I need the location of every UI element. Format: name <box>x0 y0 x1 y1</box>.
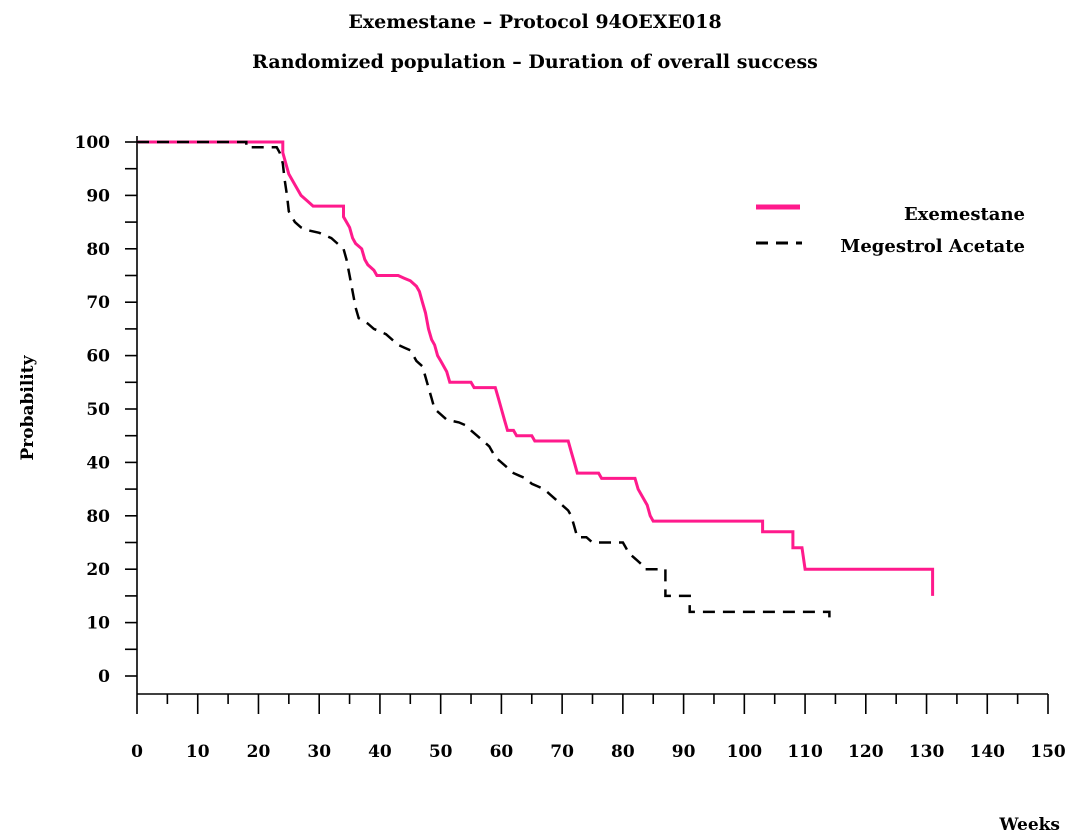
legend: Exemestane Megestrol Acetate <box>756 204 1025 257</box>
y-tick-label: 10 <box>86 614 110 634</box>
series-line-exemestane <box>137 140 935 596</box>
series-line-megestrol-acetate <box>137 140 831 623</box>
y-tick-label: 40 <box>86 453 110 473</box>
x-axis-ticks: 0 10 20 30 40 50 60 70 80 90 100 110 120 130 140 150 <box>131 694 1066 762</box>
y-tick-label: 80 <box>86 240 110 260</box>
x-tick-label: 110 <box>787 742 823 762</box>
y-tick-label: 20 <box>86 560 110 580</box>
y-axis-label: Probability <box>18 354 38 460</box>
y-tick-label: 100 <box>75 133 111 153</box>
x-tick-label: 150 <box>1030 742 1066 762</box>
x-tick-label: 90 <box>672 742 696 762</box>
chart-subtitle: Randomized population – Duration of over… <box>252 51 818 73</box>
x-tick-label: 0 <box>131 742 143 762</box>
legend-label-exemestane: Exemestane <box>904 204 1025 225</box>
x-tick-label: 60 <box>490 742 514 762</box>
chart-title: Exemestane – Protocol 94OEXE018 <box>348 11 721 33</box>
y-tick-label: 0 <box>98 667 110 687</box>
x-tick-label: 10 <box>186 742 210 762</box>
x-tick-label: 80 <box>611 742 635 762</box>
x-tick-label: 130 <box>909 742 945 762</box>
x-tick-label: 20 <box>247 742 271 762</box>
y-tick-label: 70 <box>86 293 110 313</box>
y-tick-label: 90 <box>86 186 110 206</box>
legend-label-megestrol: Megestrol Acetate <box>840 236 1025 257</box>
y-axis-ticks: 0 10 20 80 40 50 60 70 80 90 100 <box>75 133 137 687</box>
y-tick-label: 50 <box>86 400 110 420</box>
x-tick-label: 140 <box>970 742 1006 762</box>
y-tick-label: 60 <box>86 347 110 367</box>
x-tick-label: 120 <box>848 742 884 762</box>
series-lines <box>137 140 935 623</box>
x-tick-label: 100 <box>727 742 763 762</box>
x-tick-label: 50 <box>429 742 453 762</box>
y-tick-label: 80 <box>86 507 110 527</box>
x-tick-label: 40 <box>368 742 392 762</box>
x-tick-label: 70 <box>550 742 574 762</box>
x-axis-label: Weeks <box>998 815 1060 834</box>
x-tick-label: 30 <box>307 742 331 762</box>
